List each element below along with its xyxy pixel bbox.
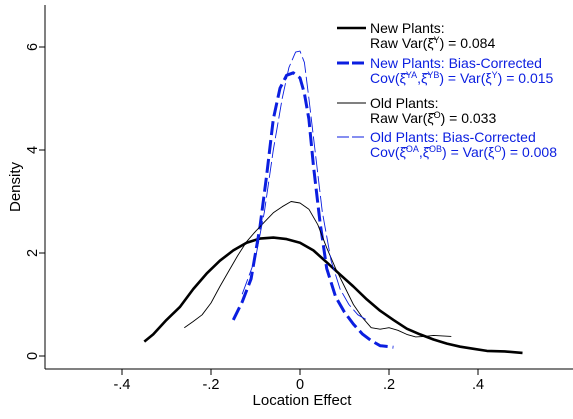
x-axis-title: Location Effect — [253, 392, 353, 409]
series-new-corrected-legend-label: New Plants: Bias-Corrected — [370, 55, 542, 71]
series-lines — [143, 50, 523, 355]
y-axis-ticks: 0 2 4 6 — [25, 43, 45, 360]
series-new-corrected-legend-formula: Cov(ξ̂YA,ξ̂YB) = Var(ξY) = 0.015 — [370, 70, 554, 86]
y-tick-label: 6 — [25, 43, 41, 51]
series-old-corrected-line — [241, 50, 368, 321]
series-new-raw-line — [143, 236, 523, 355]
series-old-raw-legend-formula: Raw Var(ξ̂O) = 0.033 — [370, 110, 496, 126]
series-new-raw-legend-formula: Raw Var(ξ̂Y) = 0.084 — [370, 35, 495, 51]
y-tick-label: 0 — [25, 352, 41, 360]
x-tick-label: -.4 — [114, 377, 131, 393]
series-old-corrected-legend-formula: Cov(ξ̂OA,ξ̂OB) = Var(ξO) = 0.008 — [370, 144, 557, 160]
y-axis-title: Density — [7, 161, 24, 212]
x-tick-label: .4 — [472, 377, 484, 393]
y-tick-label: 2 — [25, 249, 41, 257]
x-tick-label: 0 — [296, 377, 304, 393]
series-new-raw-legend-label: New Plants: — [370, 20, 445, 36]
series-old-raw-legend-label: Old Plants: — [370, 95, 438, 111]
y-tick-label: 4 — [25, 146, 41, 154]
x-axis-ticks: -.4 -.2 0 .2 .4 — [114, 369, 484, 393]
x-tick-label: .2 — [383, 377, 395, 393]
series-new-corrected-line — [231, 71, 394, 349]
x-tick-label: -.2 — [203, 377, 220, 393]
series-old-raw-line — [184, 201, 452, 338]
series-old-corrected-legend-label: Old Plants: Bias-Corrected — [370, 129, 536, 145]
legend: New Plants:Raw Var(ξ̂Y) = 0.084 New Plant… — [337, 20, 557, 160]
